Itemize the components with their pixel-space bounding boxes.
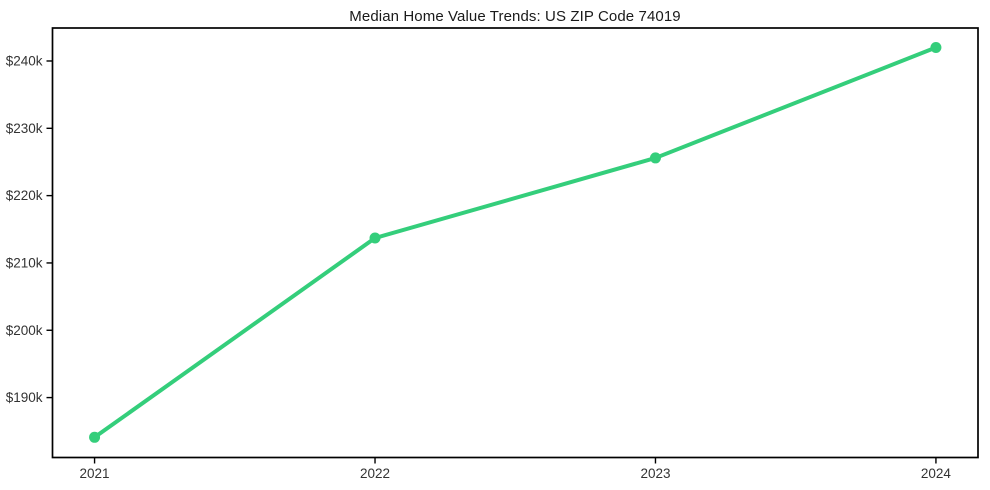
y-tick-label: $220k: [6, 188, 43, 203]
y-tick-label: $240k: [6, 53, 43, 68]
plot-border: [51, 27, 979, 459]
y-tick-label: $230k: [6, 121, 43, 136]
y-tick-label: $210k: [6, 255, 43, 270]
y-tick-label: $190k: [6, 390, 43, 405]
x-tick-label: 2023: [640, 466, 670, 481]
y-tick-label: $200k: [6, 323, 43, 338]
data-point-2024: [930, 42, 942, 54]
x-tick-label: 2024: [921, 466, 952, 481]
data-point-2021: [89, 431, 101, 443]
x-tick-label: 2021: [80, 466, 110, 481]
trend-line: [92, 45, 938, 440]
chart-title: Median Home Value Trends: US ZIP Code 74…: [349, 8, 681, 25]
x-tick-label: 2022: [360, 466, 390, 481]
data-point-2023: [649, 152, 661, 164]
data-point-2022: [369, 232, 381, 244]
